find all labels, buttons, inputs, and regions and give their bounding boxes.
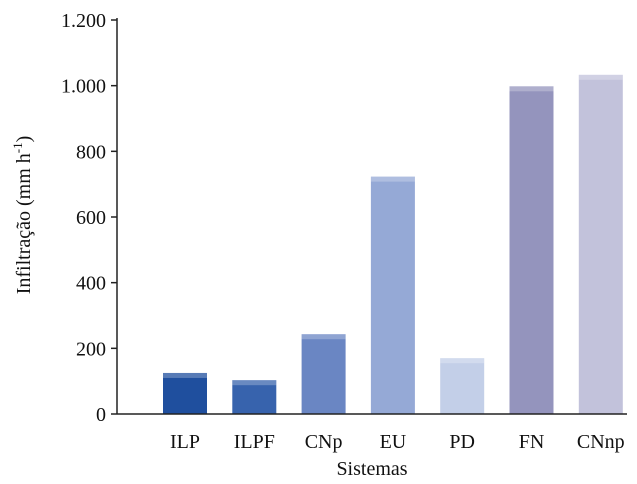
y-tick-label: 1.000 xyxy=(61,76,106,98)
y-tick-label: 0 xyxy=(96,404,106,426)
x-tick-label-cnnp: CNnp xyxy=(577,431,625,453)
y-ticks: 0 200 400 600 800 1.000 1.200 xyxy=(61,10,117,426)
bar-ilp xyxy=(163,372,207,414)
y-tick-label: 200 xyxy=(76,338,106,360)
bar-ilpf xyxy=(232,380,277,414)
y-tick-label: 600 xyxy=(76,207,106,229)
bar-fn xyxy=(509,86,554,414)
y-tick-label: 1.200 xyxy=(61,10,106,32)
bar-highlight-pd xyxy=(440,358,485,364)
bar-highlight-cnnp xyxy=(578,74,623,80)
y-axis-title-superscript: -1 xyxy=(10,142,25,153)
x-tick-label-ilp: ILP xyxy=(170,431,200,453)
y-tick-label: 400 xyxy=(76,273,106,295)
x-tick-label-cnp: CNp xyxy=(305,431,343,453)
y-axis-title: Infiltração (mm h-1) xyxy=(10,136,35,295)
bar-eu xyxy=(370,176,415,414)
bar-highlight-ilp xyxy=(163,372,207,378)
bar-highlight-fn xyxy=(509,86,554,92)
x-axis-title: Sistemas xyxy=(336,458,407,480)
x-tick-label-fn: FN xyxy=(519,431,545,453)
bar-cnnp xyxy=(578,74,623,414)
y-axis-title-main: Infiltração (mm h xyxy=(13,153,35,294)
y-tick-label: 800 xyxy=(76,141,106,163)
x-tick-label-ilpf: ILPF xyxy=(234,431,275,453)
bar-highlight-ilpf xyxy=(232,380,277,386)
x-ticks: ILP ILPF CNp EU PD FN CNnp xyxy=(170,431,625,453)
x-tick-label-pd: PD xyxy=(449,431,475,453)
bar-highlight-cnp xyxy=(301,334,346,340)
y-axis-title-end: ) xyxy=(13,136,35,143)
x-tick-label-eu: EU xyxy=(380,431,407,453)
bar-pd xyxy=(440,358,485,414)
bars-group xyxy=(163,74,623,414)
bar-cnp xyxy=(301,334,346,414)
bar-highlight-eu xyxy=(370,176,415,182)
